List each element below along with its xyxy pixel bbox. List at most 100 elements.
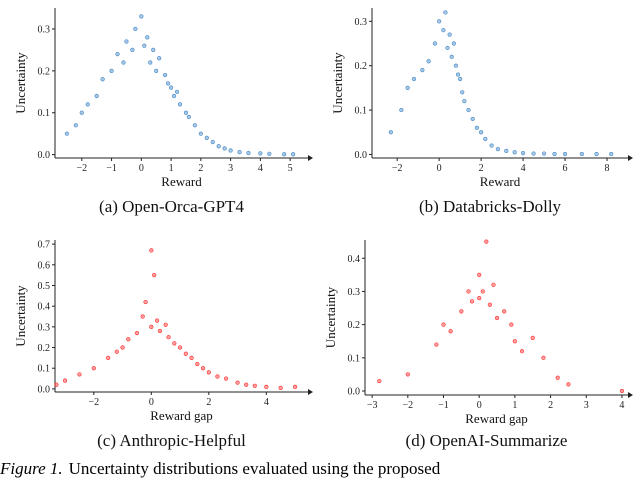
point	[154, 318, 160, 323]
x-axis-arrow	[628, 392, 633, 398]
point	[237, 150, 242, 155]
point	[133, 26, 138, 32]
y-axis-label: Uncertainty	[13, 285, 28, 347]
point	[106, 355, 111, 360]
x-tick-label: −2	[392, 163, 403, 174]
point	[206, 370, 211, 375]
point	[562, 151, 568, 157]
x-axis-arrow	[308, 155, 313, 161]
point	[555, 375, 560, 380]
point	[198, 131, 203, 136]
point	[483, 136, 488, 142]
x-axis-label: Reward	[480, 174, 521, 189]
y-tick-label: 0.0	[38, 150, 51, 161]
point	[140, 314, 145, 319]
x-tick-label: 2	[198, 163, 203, 174]
point	[142, 43, 147, 48]
point	[388, 130, 393, 135]
point	[126, 337, 131, 342]
y-tick-label: 0.2	[355, 61, 368, 72]
point	[453, 63, 459, 68]
point	[541, 355, 546, 360]
subcaption: (d) OpenAI-Summarize	[406, 431, 568, 450]
x-tick-label: 0	[477, 400, 482, 411]
point	[531, 151, 536, 156]
point	[437, 19, 442, 24]
point	[502, 309, 507, 314]
point	[124, 39, 129, 44]
x-axis-arrow	[308, 389, 313, 395]
x-tick-label: 1	[512, 400, 517, 411]
point	[405, 372, 410, 377]
point	[434, 342, 439, 347]
x-tick-label: 2	[548, 400, 553, 411]
caption-label: Figure 1.	[0, 459, 63, 478]
point	[216, 144, 221, 149]
x-tick-label: 3	[584, 400, 589, 411]
point	[166, 81, 171, 86]
point	[451, 41, 456, 46]
point	[114, 349, 119, 354]
point	[441, 28, 446, 33]
point	[619, 388, 625, 394]
point	[62, 378, 68, 383]
point	[174, 89, 180, 94]
point	[64, 131, 70, 136]
y-axis-label: Uncertainty	[13, 52, 28, 114]
point	[509, 322, 514, 327]
point	[189, 355, 194, 360]
y-tick-label: 0.1	[38, 364, 51, 375]
point	[504, 148, 509, 153]
x-tick-label: −2	[76, 163, 87, 174]
point	[139, 14, 144, 19]
point	[152, 273, 157, 278]
x-tick-label: 1	[169, 163, 174, 174]
point	[244, 382, 249, 387]
caption-text: Uncertainty distributions evaluated usin…	[69, 459, 441, 478]
x-tick-label: −3	[367, 400, 378, 411]
point	[541, 151, 547, 156]
y-tick-label: 0.0	[348, 387, 361, 398]
y-tick-label: 0.1	[348, 353, 361, 364]
point	[441, 322, 446, 327]
point	[120, 345, 125, 350]
point	[109, 68, 114, 73]
point	[149, 248, 154, 253]
x-tick-label: 0	[139, 163, 144, 174]
point	[469, 299, 475, 304]
point	[459, 309, 464, 314]
point	[449, 54, 454, 59]
y-tick-label: 0.2	[38, 343, 51, 354]
point	[458, 76, 463, 82]
point	[487, 302, 492, 307]
point	[77, 372, 82, 377]
x-tick-label: 8	[605, 163, 610, 174]
point	[594, 151, 599, 157]
point	[258, 151, 263, 156]
point	[163, 322, 168, 327]
y-tick-label: 0.1	[355, 106, 368, 117]
y-tick-label: 0.3	[38, 24, 51, 35]
point	[91, 366, 96, 371]
point	[222, 146, 227, 151]
point	[151, 47, 156, 52]
point	[460, 90, 465, 95]
point	[462, 99, 467, 104]
point	[282, 152, 287, 157]
y-tick-label: 0.4	[38, 302, 51, 313]
point	[411, 76, 417, 82]
point	[252, 383, 257, 388]
point	[566, 382, 571, 387]
subcaption: (c) Anthropic-Helpful	[97, 431, 246, 450]
point	[130, 47, 135, 52]
y-tick-label: 0.1	[38, 108, 51, 119]
point	[183, 110, 189, 115]
x-tick-label: 2	[206, 397, 211, 408]
point	[426, 59, 431, 64]
x-tick-label: 0	[149, 397, 154, 408]
point	[445, 45, 450, 51]
x-tick-label: 4	[258, 163, 263, 174]
point	[466, 107, 471, 113]
point	[512, 339, 517, 344]
point	[466, 289, 471, 294]
